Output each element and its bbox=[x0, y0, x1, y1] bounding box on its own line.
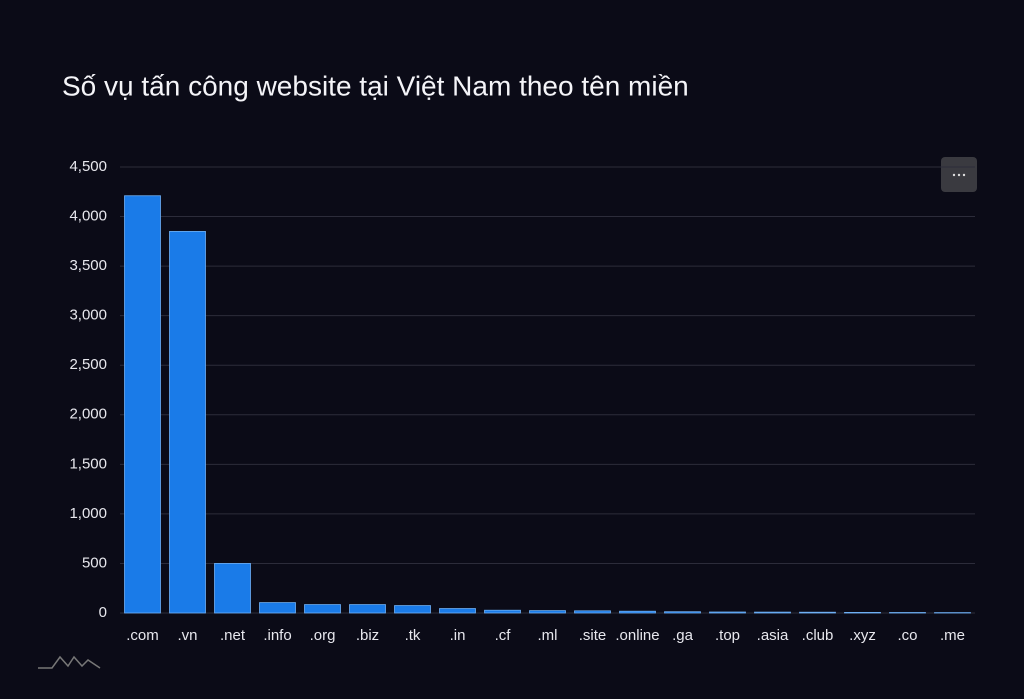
x-tick-label: .vn bbox=[177, 627, 197, 644]
dot bbox=[962, 173, 966, 177]
x-tick-label: .online bbox=[615, 627, 659, 644]
y-tick-label: 3,500 bbox=[69, 257, 107, 274]
x-tick-label: .co bbox=[897, 627, 917, 644]
x-tick-label: .top bbox=[715, 627, 740, 644]
bar bbox=[574, 610, 611, 614]
logo bbox=[38, 655, 101, 669]
bar bbox=[259, 602, 296, 614]
x-tick-label: .in bbox=[450, 627, 466, 644]
y-tick-label: 1,000 bbox=[69, 505, 107, 522]
y-tick-label: 2,000 bbox=[69, 406, 107, 423]
x-tick-label: .club bbox=[802, 627, 834, 644]
x-tick-label: .com bbox=[126, 627, 159, 644]
x-tick-label: .info bbox=[263, 627, 291, 644]
bar bbox=[529, 610, 566, 614]
x-tick-label: .org bbox=[310, 627, 336, 644]
bar bbox=[349, 604, 386, 614]
x-tick-label: .asia bbox=[757, 627, 789, 644]
x-tick-label: .me bbox=[940, 627, 965, 644]
y-tick-label: 4,000 bbox=[69, 208, 107, 225]
y-tick-label: 500 bbox=[82, 554, 107, 571]
bar bbox=[619, 610, 656, 614]
bar bbox=[439, 608, 476, 614]
x-tick-label: .ml bbox=[538, 627, 558, 644]
x-tick-label: .net bbox=[220, 627, 246, 644]
bar bbox=[664, 611, 701, 614]
bar bbox=[214, 563, 251, 614]
x-tick-label: .tk bbox=[405, 627, 421, 644]
bar bbox=[754, 611, 791, 614]
x-tick-label: .cf bbox=[495, 627, 512, 644]
bar bbox=[799, 611, 836, 614]
y-tick-label: 1,500 bbox=[69, 455, 107, 472]
x-tick-label: .site bbox=[579, 627, 607, 644]
menu-button[interactable] bbox=[941, 157, 977, 192]
bar bbox=[304, 604, 341, 614]
chart-title: Số vụ tấn công website tại Việt Nam theo… bbox=[62, 70, 689, 101]
bar bbox=[394, 605, 431, 614]
bar bbox=[169, 231, 206, 614]
bar bbox=[844, 612, 881, 614]
x-tick-label: .biz bbox=[356, 627, 379, 644]
x-tick-label: .ga bbox=[672, 627, 694, 644]
y-tick-label: 0 bbox=[99, 604, 107, 621]
y-tick-label: 2,500 bbox=[69, 356, 107, 373]
bar bbox=[124, 195, 161, 614]
dot bbox=[957, 173, 961, 177]
x-tick-label: .xyz bbox=[849, 627, 876, 644]
bar bbox=[484, 609, 521, 614]
bar bbox=[709, 611, 746, 614]
y-tick-label: 4,500 bbox=[69, 158, 107, 175]
y-tick-label: 3,000 bbox=[69, 307, 107, 324]
dot bbox=[952, 173, 956, 177]
